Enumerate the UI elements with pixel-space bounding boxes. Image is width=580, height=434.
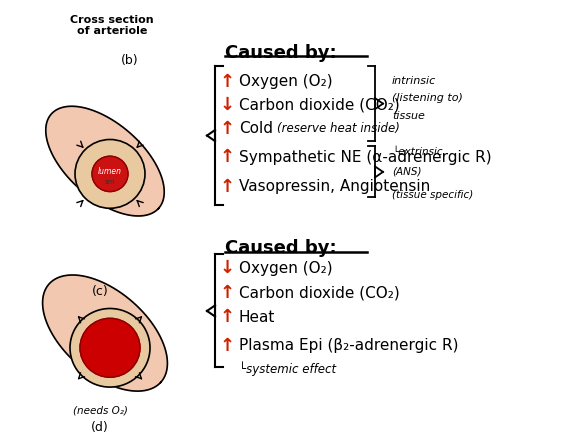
Text: ↑: ↑ <box>219 283 234 301</box>
Text: sm: sm <box>105 178 115 184</box>
Circle shape <box>75 140 145 209</box>
Circle shape <box>92 157 128 192</box>
Text: (tissue specific): (tissue specific) <box>392 189 473 199</box>
Text: Caused by:: Caused by: <box>225 238 336 256</box>
Text: (d): (d) <box>91 420 109 433</box>
Text: tissue: tissue <box>392 111 425 121</box>
Text: └extrinsic: └extrinsic <box>392 147 443 157</box>
Text: Carbon dioxide (CO₂): Carbon dioxide (CO₂) <box>239 285 400 299</box>
Text: (ANS): (ANS) <box>392 167 422 177</box>
Text: Heat: Heat <box>239 309 276 324</box>
Text: ↑: ↑ <box>219 308 234 326</box>
Text: Cross section
of arteriole: Cross section of arteriole <box>70 15 154 36</box>
Text: Oxygen (O₂): Oxygen (O₂) <box>239 260 332 275</box>
Text: └systemic effect: └systemic effect <box>239 360 336 375</box>
Text: Plasma Epi (β₂-adrenergic R): Plasma Epi (β₂-adrenergic R) <box>239 338 459 352</box>
Text: (c): (c) <box>92 284 108 297</box>
Text: Caused by:: Caused by: <box>225 44 336 62</box>
Text: ↑: ↑ <box>219 72 234 90</box>
Text: Vasopressin, Angiotensin: Vasopressin, Angiotensin <box>239 179 430 194</box>
Text: (needs O₂): (needs O₂) <box>72 405 128 415</box>
Text: Cold: Cold <box>239 121 273 136</box>
Text: Sympathetic NE (α-adrenergic R): Sympathetic NE (α-adrenergic R) <box>239 149 492 164</box>
Text: ↑: ↑ <box>219 148 234 166</box>
Text: (b): (b) <box>121 54 139 67</box>
Text: Oxygen (O₂): Oxygen (O₂) <box>239 74 332 89</box>
Text: intrinsic: intrinsic <box>392 76 436 85</box>
Text: ↓: ↓ <box>219 96 234 114</box>
Text: (reserve heat inside): (reserve heat inside) <box>277 122 400 135</box>
Circle shape <box>80 319 140 378</box>
Text: ↑: ↑ <box>219 336 234 354</box>
Text: Carbon dioxide (CO₂): Carbon dioxide (CO₂) <box>239 97 400 112</box>
Polygon shape <box>46 107 164 217</box>
Text: ↑: ↑ <box>219 119 234 138</box>
Text: (listening to): (listening to) <box>392 93 463 103</box>
Text: lumen: lumen <box>98 167 122 176</box>
Polygon shape <box>42 275 168 391</box>
Text: ↓: ↓ <box>219 259 234 276</box>
Text: ↑: ↑ <box>219 177 234 195</box>
Circle shape <box>70 309 150 387</box>
